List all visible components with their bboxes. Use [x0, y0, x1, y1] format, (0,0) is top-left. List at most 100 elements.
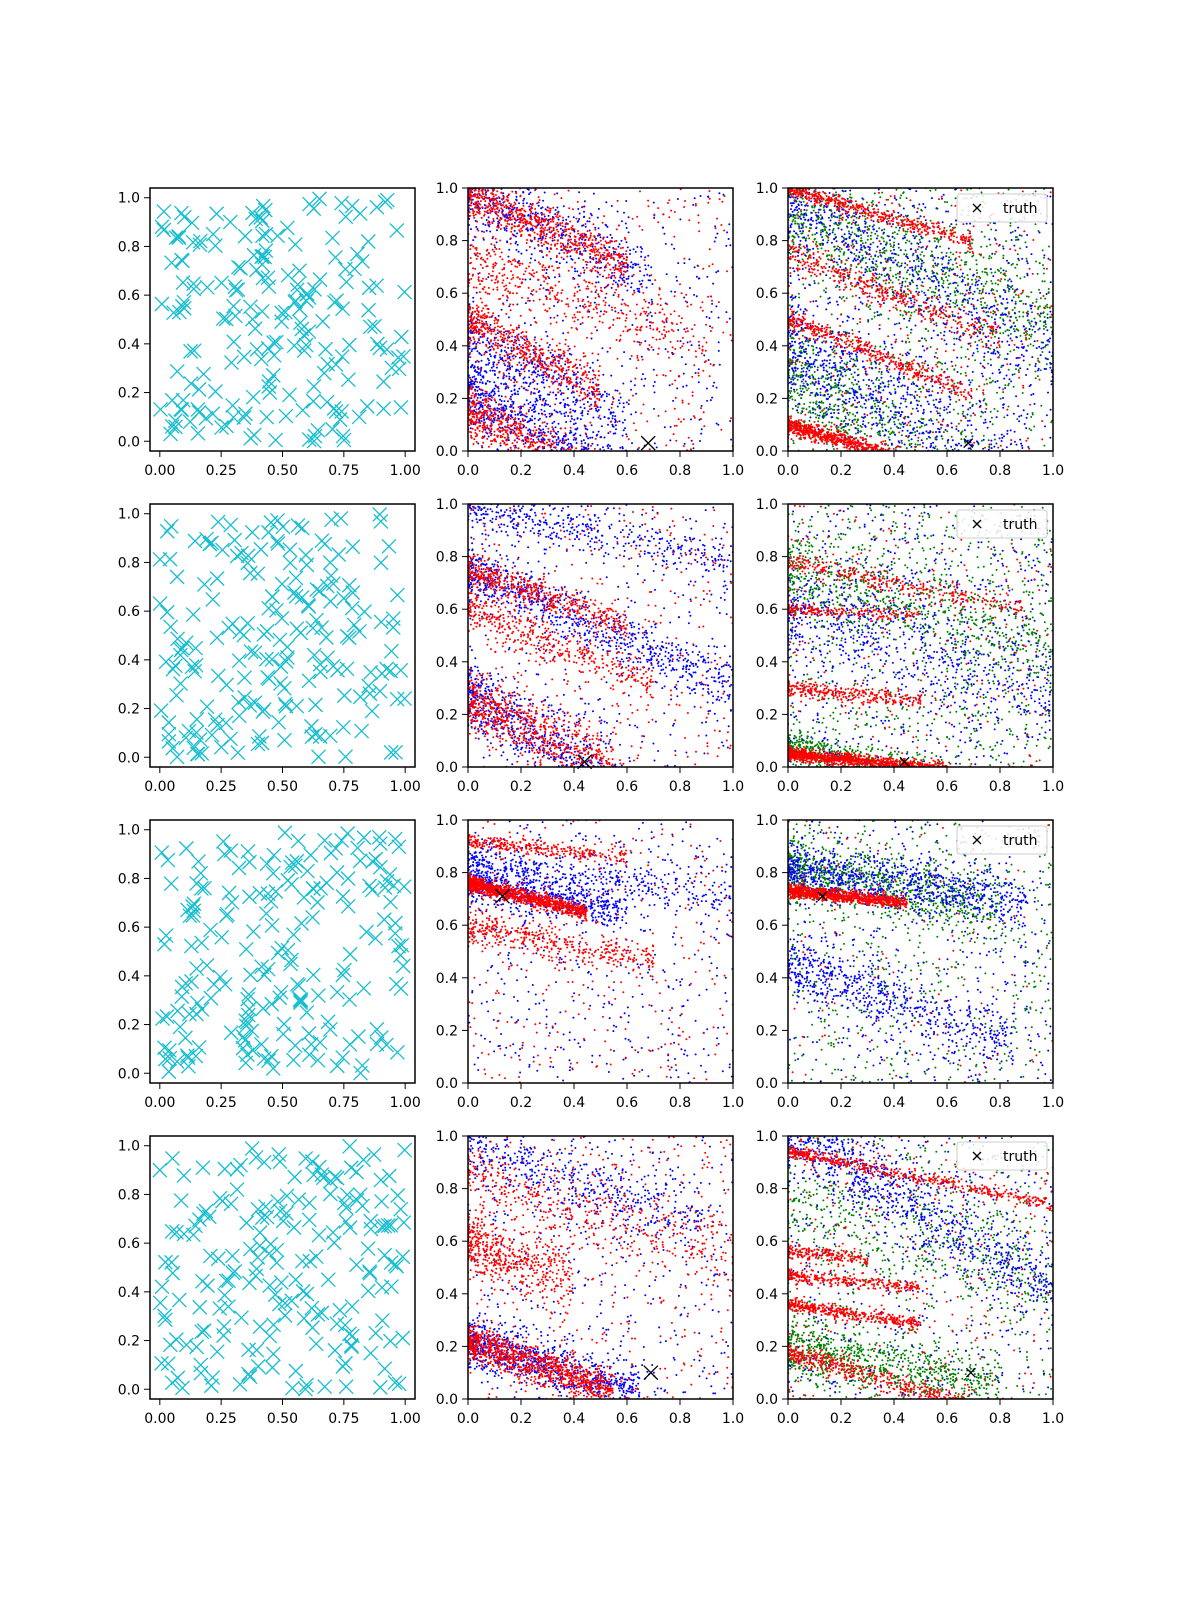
scatter-point	[588, 305, 591, 307]
scatter-point	[512, 377, 515, 380]
scatter-point	[930, 250, 933, 253]
scatter-point	[472, 413, 475, 416]
scatter-point	[834, 233, 836, 236]
scatter-point	[475, 248, 478, 251]
scatter-point	[581, 244, 584, 246]
scatter-point	[582, 352, 585, 355]
scatter-point	[650, 346, 653, 349]
scatter-point	[560, 375, 562, 378]
scatter-point	[609, 268, 612, 271]
scatter-point	[592, 223, 595, 226]
scatter-point	[581, 378, 584, 381]
x-marker-point	[186, 281, 202, 297]
scatter-point	[568, 446, 571, 449]
scatter-point	[1039, 297, 1042, 300]
scatter-point	[701, 345, 704, 348]
scatter-point	[600, 286, 602, 289]
scatter-point	[614, 251, 617, 254]
scatter-point	[709, 330, 712, 332]
scatter-point	[883, 275, 886, 278]
scatter-point	[503, 214, 506, 217]
scatter-point	[661, 226, 664, 229]
scatter-point	[596, 444, 599, 446]
scatter-point	[493, 197, 496, 200]
scatter-point	[513, 221, 516, 224]
scatter-point	[701, 309, 704, 312]
scatter-point	[632, 263, 635, 266]
scatter-point	[661, 308, 664, 311]
scatter-point	[582, 355, 585, 358]
scatter-point	[551, 239, 554, 242]
scatter-point	[699, 195, 702, 197]
scatter-point	[619, 276, 622, 279]
scatter-point	[541, 244, 544, 247]
y-tick-label: 0.4	[118, 337, 140, 353]
scatter-point	[567, 269, 570, 272]
scatter-point	[891, 232, 894, 235]
scatter-point	[586, 336, 588, 339]
scatter-point	[533, 422, 536, 425]
scatter-point	[523, 356, 526, 359]
scatter-point	[609, 257, 612, 259]
scatter-point	[657, 414, 660, 417]
scatter-point	[479, 203, 482, 206]
scatter-point	[723, 195, 726, 197]
scatter-point	[527, 234, 530, 236]
scatter-point	[904, 241, 907, 244]
scatter-point	[708, 248, 711, 251]
scatter-point	[535, 375, 538, 378]
scatter-point	[562, 448, 565, 451]
scatter-point	[472, 210, 475, 212]
scatter-point	[504, 330, 507, 333]
scatter-point	[573, 365, 576, 367]
scatter-point	[1030, 335, 1032, 338]
scatter-point	[579, 272, 582, 275]
scatter-point	[538, 440, 540, 442]
scatter-point	[518, 387, 521, 390]
scatter-point	[540, 366, 543, 369]
scatter-point	[685, 327, 688, 330]
scatter-point	[613, 271, 616, 274]
scatter-point	[579, 250, 582, 253]
scatter-point	[487, 397, 490, 400]
scatter-point	[560, 197, 563, 200]
scatter-point	[626, 266, 629, 269]
scatter-point	[537, 244, 540, 247]
scatter-point	[470, 244, 473, 247]
scatter-point	[493, 392, 496, 395]
scatter-point	[539, 398, 542, 401]
scatter-point	[546, 248, 549, 250]
scatter-point	[481, 424, 484, 427]
scatter-point	[532, 288, 535, 291]
scatter-point	[621, 298, 624, 301]
scatter-point	[929, 278, 932, 281]
scatter-point	[545, 268, 548, 271]
x-marker-point	[192, 233, 208, 249]
scatter-point	[581, 322, 584, 324]
scatter-point	[523, 197, 526, 200]
scatter-point	[530, 292, 532, 295]
scatter-point	[692, 335, 695, 338]
scatter-point	[653, 442, 656, 445]
scatter-point	[1013, 306, 1016, 309]
scatter-point	[573, 371, 575, 374]
scatter-point	[495, 440, 498, 443]
scatter-point	[506, 353, 509, 356]
scatter-point	[620, 220, 623, 223]
scatter-point	[896, 272, 899, 275]
scatter-point	[599, 406, 602, 409]
scatter-point	[590, 424, 593, 427]
scatter-point	[567, 215, 570, 218]
scatter-point	[553, 316, 556, 319]
scatter-point	[952, 268, 955, 270]
scatter-point	[599, 310, 602, 313]
scatter-point	[589, 256, 592, 259]
scatter-point	[511, 355, 514, 358]
scatter-point	[518, 370, 521, 373]
scatter-point	[796, 264, 799, 267]
scatter-point	[693, 293, 696, 296]
scatter-point	[478, 381, 481, 384]
scatter-point	[971, 278, 973, 281]
scatter-point	[547, 376, 550, 379]
scatter-point	[482, 314, 485, 317]
